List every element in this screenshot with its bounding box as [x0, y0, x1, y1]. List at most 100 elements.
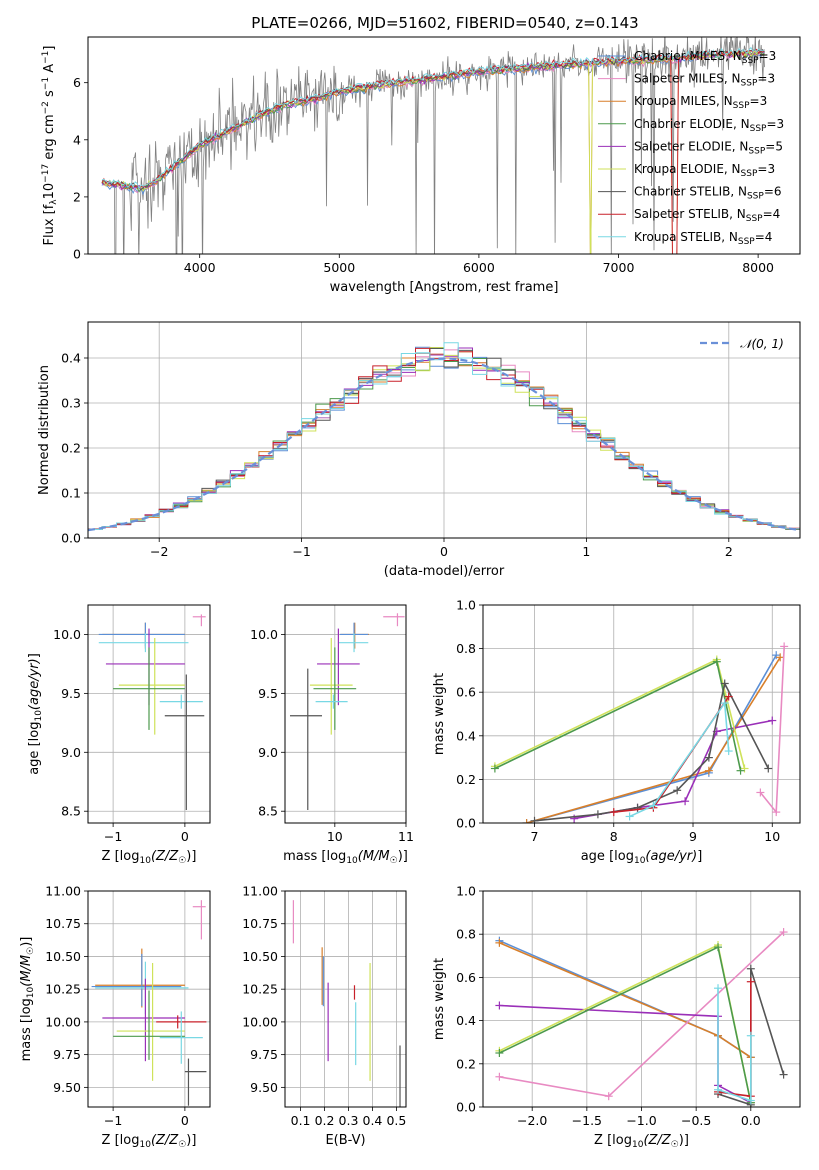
age-vs-Z-panel: −1 08.59.09.510.0Z [log10(Z/Z☉)]age [log1…: [27, 604, 211, 866]
mass-vs-Z-panel: −1 0 9.50 9.75 10.00 10.25 10.50 10.75 11.00 Z [l…: [19, 884, 211, 1150]
label-part: A: [42, 64, 57, 77]
series-marker: [495, 938, 504, 947]
x-tick-label: 0: [181, 829, 189, 844]
label-part: 10: [346, 856, 358, 866]
label-part: )]: [186, 1133, 196, 1148]
legend-name: Salpeter STELIB, N: [634, 207, 746, 221]
label-part: (age/yr): [27, 658, 42, 710]
y-tick-label: 0.1: [61, 486, 81, 501]
y-tick-label: 0.4: [456, 1013, 476, 1028]
legend-sub: SSP: [738, 237, 755, 247]
series-marker: [593, 810, 602, 819]
series-marker: [495, 1049, 504, 1057]
x-tick-label: 6000: [463, 260, 495, 275]
label-part: −17: [41, 164, 51, 183]
label-part: 10: [26, 986, 36, 998]
figure-title: PLATE=0266, MJD=51602, FIBERID=0540, z=0…: [251, 14, 638, 32]
label-part: ☉: [671, 1140, 679, 1150]
x-axis-label: mass [log10(M/M☉)]: [283, 849, 408, 866]
data-point: [383, 613, 405, 627]
series-marker: [724, 747, 733, 756]
weight-vs-age-data: [490, 642, 789, 823]
data-point: [184, 1058, 207, 1106]
x-tick-label: −1.0: [626, 1113, 656, 1128]
spectrum-panel: 4000 5000 6000 7000 8000 0 2 4 6 Chabrier MILES, …: [41, 36, 801, 295]
label-part: 10: [42, 183, 57, 200]
label-part: ☉: [26, 947, 36, 955]
x-tick-label: 7: [531, 829, 539, 844]
legend-sub: SSP: [741, 79, 758, 89]
data-point: [159, 1011, 203, 1064]
series-marker: [604, 1092, 613, 1101]
label-part: E(B-V): [325, 1133, 365, 1148]
legend-entry: Salpeter STELIB, NSSP=4: [634, 207, 780, 224]
series-line-kroupa-miles: [526, 656, 781, 823]
weight-vs-Z-data: [495, 928, 788, 1107]
mass-vs-EBV-panel: 0.1 0.2 0.3 0.4 0.5 9.50 9.75 10.00 10.25 10.50 10…: [242, 884, 407, 1148]
y-tick-label: 0.2: [456, 772, 476, 787]
data-point: [340, 622, 369, 649]
y-tick-label: 9.50: [250, 1080, 278, 1095]
x-tick-label: 10: [327, 829, 343, 844]
axes-frame: [284, 890, 407, 1108]
label-part: −1: [41, 77, 51, 90]
series-marker: [724, 692, 733, 701]
data-point: [192, 614, 206, 627]
y-tick-label: 10.50: [242, 949, 278, 964]
y-axis-label: mass weight: [432, 958, 447, 1040]
y-tick-label: 10.0: [250, 627, 278, 642]
label-part: erg cm: [42, 114, 57, 163]
legend-value: =3: [750, 94, 768, 108]
y-tick-label: 0.8: [456, 641, 476, 656]
weight-vs-Z-panel: −2.0 −1.5 −1.0 −0.5 0.0 0.0 0.2 0.4 0.6 0.8 1.0 Z […: [432, 884, 801, 1150]
legend-sub: SSP: [750, 124, 767, 134]
legend-entry: Chabrier ELODIE, NSSP=3: [634, 117, 784, 134]
y-tick-label: 0.6: [456, 685, 476, 700]
legend-sub: SSP: [748, 146, 765, 156]
legend-sub: SSP: [741, 169, 758, 179]
y-tick-label: 4: [73, 132, 81, 147]
data-point: [315, 694, 348, 709]
legend-entry: Salpeter ELODIE, NSSP=5: [634, 139, 783, 156]
series-line-kroupa-stelib: [717, 988, 752, 1102]
series-marker: [780, 642, 789, 651]
legend-name: Salpeter MILES, N: [634, 72, 741, 86]
label-part: ]: [27, 653, 42, 658]
legend-entry: Kroupa MILES, NSSP=3: [634, 94, 767, 111]
y-tick-label: 0: [73, 247, 81, 262]
x-tick-label: −1: [292, 544, 310, 559]
label-part: )]: [398, 849, 408, 864]
label-part: −1: [41, 51, 51, 64]
x-tick-label: 5000: [323, 260, 355, 275]
label-part: ]: [697, 849, 702, 864]
x-tick-label: 4000: [184, 260, 216, 275]
label-part: ☉: [178, 856, 186, 866]
normal-curve: [88, 357, 800, 532]
legend-value: =3: [759, 49, 777, 63]
data-point: [102, 978, 185, 1062]
y-tick-label: 9.5: [258, 686, 278, 701]
x-tick-label: −0.5: [681, 1113, 711, 1128]
label-part: −2: [41, 101, 51, 114]
legend-name: Chabrier STELIB, N: [634, 185, 747, 199]
label-part: s: [42, 90, 57, 101]
series-marker: [764, 764, 773, 773]
data-point: [102, 622, 185, 649]
y-tick-label: 10.25: [45, 982, 81, 997]
y-tick-label: 0.3: [61, 396, 81, 411]
y-tick-label: 2: [73, 189, 81, 204]
legend-name: Chabrier ELODIE, N: [634, 117, 750, 131]
axes-frame: [87, 890, 211, 1108]
series-line-salpeter-elodie: [499, 1004, 752, 1104]
axes-frame: [87, 604, 211, 824]
legend-sub: SSP: [747, 192, 764, 202]
series-marker: [714, 1085, 723, 1094]
residuals-panel: −2 −1 0 1 2 0.0 0.1 0.2 0.3 0.4 𝒩(0, 1) (data-model…: [37, 321, 801, 579]
spectrum-data: [101, 37, 765, 254]
series-marker: [736, 766, 745, 775]
y-tick-label: 0.4: [61, 351, 81, 366]
y-tick-label: 10.25: [242, 982, 278, 997]
model-line-salpeter-stelib: [101, 48, 765, 254]
series-marker: [746, 964, 755, 973]
data-point: [309, 637, 353, 735]
